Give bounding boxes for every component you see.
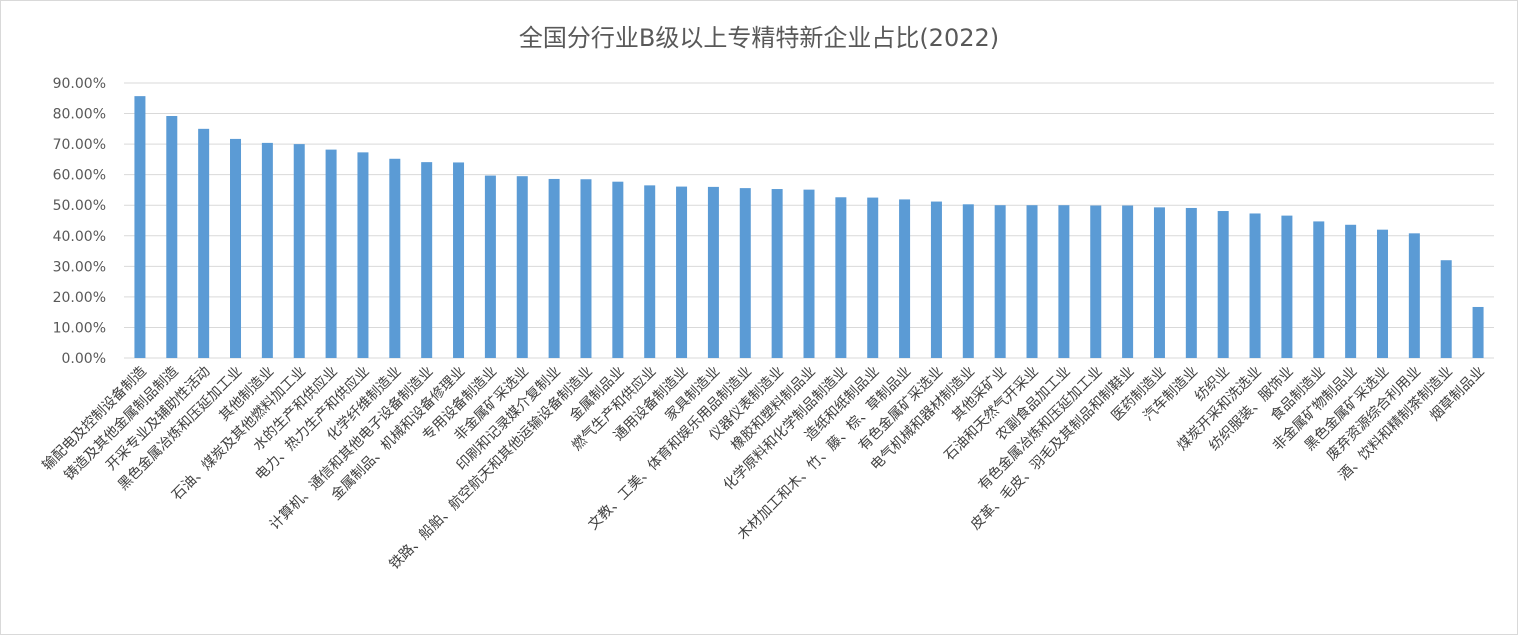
bar: [1376, 229, 1388, 358]
bar: [1408, 233, 1420, 358]
y-tick-label: 0.00%: [62, 351, 106, 367]
y-tick-label: 20.00%: [53, 290, 106, 306]
chart-title: 全国分行业B级以上专精特新企业占比(2022): [519, 24, 999, 52]
bar: [580, 179, 592, 358]
bar: [1345, 224, 1357, 358]
bar: [1058, 205, 1070, 358]
bar: [1153, 207, 1165, 358]
bar: [1026, 205, 1038, 358]
bar: [484, 175, 496, 358]
bar: [421, 162, 433, 358]
bar: [644, 185, 656, 358]
bar: [1185, 207, 1197, 358]
y-tick-label: 60.00%: [53, 168, 106, 184]
bar: [325, 149, 337, 358]
bar: [771, 189, 783, 358]
bar: [1249, 213, 1261, 358]
y-axis-ticks: 0.00% 10.00% 20.00% 30.00% 40.00% 50.00% 60.00…: [53, 76, 106, 367]
y-tick-label: 30.00%: [53, 259, 106, 275]
bar: [930, 201, 942, 358]
bar: [867, 197, 879, 358]
bar: [612, 181, 624, 358]
bar: [1122, 205, 1134, 358]
bar: [166, 116, 178, 358]
y-tick-label: 80.00%: [53, 107, 106, 123]
bar: [676, 186, 688, 358]
y-tick-label: 10.00%: [53, 320, 106, 336]
bars: [134, 96, 1484, 358]
bar: [453, 162, 465, 358]
bar: [548, 178, 560, 358]
x-axis-ticks: 输配电及控制设备制造铸造及其他金属制品制造开采专业及辅助性活动黑色金属冶炼和压延…: [39, 363, 1488, 573]
bar: [516, 176, 528, 358]
bar: [357, 152, 369, 358]
bar: [134, 96, 146, 358]
bar: [293, 144, 305, 358]
bar: [899, 199, 911, 358]
bar: [389, 158, 401, 358]
bar: [1217, 211, 1229, 358]
bar: [994, 205, 1006, 358]
y-tick-label: 40.00%: [53, 229, 106, 245]
y-tick-label: 90.00%: [53, 76, 106, 92]
y-tick-label: 50.00%: [53, 198, 106, 214]
bar: [707, 186, 719, 358]
bar: [198, 128, 210, 358]
bar: [1090, 205, 1102, 358]
y-tick-label: 70.00%: [53, 137, 106, 153]
bar: [739, 188, 751, 358]
bar: [230, 138, 242, 358]
bar: [1313, 221, 1325, 358]
bar: [1440, 260, 1452, 358]
bar: [261, 142, 273, 358]
bar: [1281, 215, 1293, 358]
bar: [803, 189, 815, 358]
bar: [835, 197, 847, 358]
bar: [1472, 306, 1484, 358]
bar: [962, 204, 974, 358]
